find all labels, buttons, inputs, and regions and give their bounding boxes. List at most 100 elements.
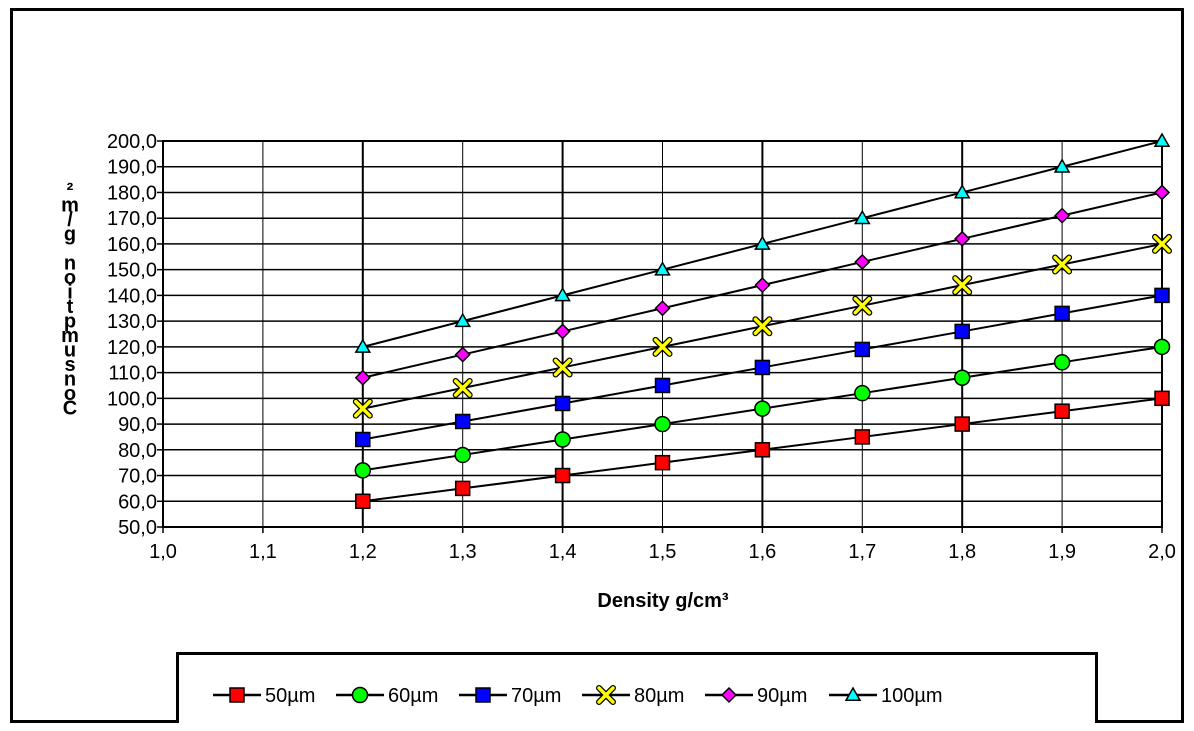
x-tick-label: 1,8 [948,541,976,563]
x-tick-label: 1,1 [249,541,277,563]
data-point [229,687,245,703]
y-tick-label: 60,0 [118,491,157,513]
legend-item: 100µm [829,685,943,707]
data-point [554,286,571,302]
y-axis-title-char: p [64,311,76,333]
data-point [954,230,971,247]
y-tick-label: 140,0 [107,285,157,307]
x-tick-label: 2,0 [1148,541,1176,563]
legend-item: 80µm [582,685,684,707]
y-axis-title-char: o [64,383,76,405]
data-point [844,686,862,701]
data-point [954,416,970,432]
y-tick-label: 90,0 [118,414,157,436]
y-tick-label: 110,0 [108,363,157,385]
data-point [854,384,871,402]
data-point [354,338,372,353]
y-axis-title-char: / [67,209,73,231]
x-marker-fill [1153,235,1171,253]
y-tick-label: 170,0 [107,208,157,230]
y-axis-title-char: C [63,398,77,420]
data-point [754,400,771,417]
y-tick-label: 100,0 [107,388,157,410]
y-tick-label: 180,0 [107,182,157,204]
legend-item: 50µm [213,685,315,707]
data-point [654,261,671,276]
chart-frame [10,8,1184,723]
x-marker-fill [597,686,615,704]
data-point [854,253,871,271]
data-point [454,312,471,328]
data-point [554,323,571,340]
data-point [352,398,373,419]
legend-label: 60µm [388,685,438,707]
data-point [552,357,573,378]
data-point [854,341,871,358]
legend-item: 70µm [459,685,561,707]
data-point [720,686,738,704]
x-tick-label: 1,2 [349,541,377,563]
legend-item: 60µm [336,685,438,707]
x-tick-labels: 1,0 1,1 1,2 1,3 1,4 1,5 1,6 1,7 1,8 1,9 2,0 [149,541,1176,563]
data-point [454,480,471,497]
x-tick-label: 1,5 [649,541,677,563]
x-marker-fill [1053,255,1071,274]
data-point [952,275,973,296]
y-tick-label: 200,0 [107,131,157,153]
data-point [954,323,970,340]
data-point [596,685,616,705]
y-axis-title-char: s [64,354,75,376]
x-tick-label: 1,6 [748,541,776,563]
y-tick-label: 50,0 [118,517,157,539]
data-point [354,462,372,479]
legend: 50µm 60µm 70µm 80µm 90µm 100µm [176,652,1098,723]
y-tick-label: 80,0 [118,440,157,462]
data-point [854,209,871,225]
y-tick-label: 70,0 [118,466,157,488]
data-point [554,431,571,448]
x-tick-label: 1,7 [848,541,876,563]
data-point [1154,287,1170,304]
x-marker-fill [354,399,372,418]
plot-area-border [162,140,1163,528]
y-axis-title-char: u [64,340,76,362]
y-axis-title-char: n [64,253,76,275]
y-axis-title-char: ² [67,180,74,202]
y-tick-label: 160,0 [107,234,157,256]
series-70µm [355,287,1170,448]
data-point [1153,338,1171,356]
x-tick-label: 1,0 [149,541,177,563]
data-point [1153,132,1171,147]
series-50µm [355,390,1170,510]
y-axis-title-char: g [64,224,76,246]
y-tick-label: 120,0 [107,337,157,359]
data-point [754,235,771,250]
x-tick-label: 1,9 [1048,541,1076,563]
y-axis-title-char: n [64,369,76,391]
data-point [953,183,971,199]
series-100µm [354,132,1171,353]
data-point [754,277,771,294]
data-point [554,467,571,484]
y-axis-title-char: i [67,282,73,304]
data-point [1053,158,1071,173]
y-tick-label: 190,0 [107,157,157,179]
x-marker-fill [753,317,772,336]
data-point [854,429,871,445]
legend-label: 70µm [511,685,561,707]
legend-label: 90µm [757,685,807,707]
y-axis-title-char: m [61,325,79,347]
series-90µm [354,184,1171,386]
data-point [654,454,671,471]
data-point [1053,354,1071,371]
data-point [554,395,571,412]
series-80µm [352,233,1172,419]
data-point [754,359,771,376]
data-point [351,686,369,704]
series-layer [352,132,1172,510]
data-point [1054,403,1070,419]
x-marker-fill [453,379,472,397]
data-point [852,295,873,316]
x-marker-fill [853,296,872,315]
legend-label: 80µm [634,685,684,707]
